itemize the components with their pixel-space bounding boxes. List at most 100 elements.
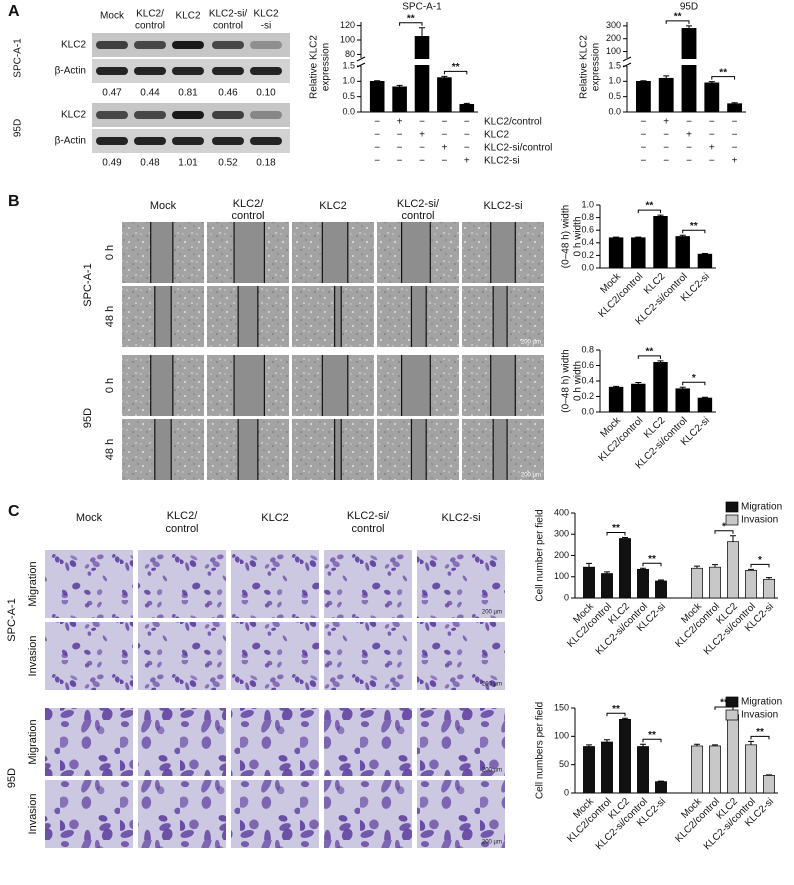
transwell-image [417,550,505,618]
significance-label: ** [674,11,682,22]
legend-swatch [725,501,739,513]
legend-swatch [725,514,739,526]
bar [745,570,757,599]
bar [681,28,697,113]
y-axis-label: expression [591,43,602,91]
y-tick-label: 0.0 [608,106,621,116]
transwell-image [45,550,133,618]
y-tick-label: 400 [554,507,569,517]
column-header: control [165,523,198,535]
significance-label: ** [648,554,656,565]
significance-label: ** [719,67,727,78]
y-axis-label: expression [321,43,332,91]
error-bar [613,385,620,388]
bar [704,82,720,113]
y-tick-label: 1.0 [342,76,355,86]
column-header: KLC2 [261,512,289,524]
error-bar [686,25,692,29]
bar [691,567,703,599]
bar [727,103,743,113]
significance-label: * [758,555,762,566]
blot-band [96,111,128,119]
treatment-sign: + [686,130,692,141]
bar [601,573,613,599]
bar [709,566,721,599]
group-label: 95D [82,408,94,428]
ratio-label: 1.01 [178,158,198,169]
significance-bracket [682,229,706,234]
column-header: KLC2 [175,11,200,22]
blot-band [250,111,282,119]
column-header: KLC2/ [233,198,265,210]
treatment-label: KLC2-si [484,156,520,167]
scale-label: 200 µm [482,682,502,688]
bar [637,746,649,794]
treatment-sign: + [464,156,470,167]
y-tick-label: 0.0 [342,106,355,116]
error-bar [604,739,610,742]
treatment-sign: + [663,117,669,128]
blot-band [96,41,128,49]
treatment-sign: − [374,130,380,141]
bar [631,383,646,413]
treatment-sign: − [686,143,692,154]
treatment-sign: − [441,117,447,128]
blot-band [134,111,166,119]
error-bar [586,562,592,568]
error-bar [419,27,425,37]
scratch-gap [154,419,172,480]
blot-band [134,137,166,145]
scratch-gap [150,222,173,283]
y-tick-label: 0.2 [581,250,594,260]
column-header: Mock [150,200,177,212]
row-label: 48 h [104,306,116,327]
column-header: KLC2-si/ [209,9,248,20]
significance-bracket [750,563,770,568]
ratio-label: 0.18 [256,158,276,169]
significance-label: ** [720,698,728,709]
bar [675,236,690,269]
bar [745,744,757,794]
y-axis-label: Relative KLC2 [579,35,590,99]
column-header: KLC2/ [167,510,199,522]
error-bar [622,717,628,720]
significance-label: * [722,521,726,532]
scratch-gap [493,286,508,347]
y-tick-label: 0.6 [581,225,594,235]
error-bar [640,743,646,747]
scratch-gap [150,355,173,416]
blot-band [212,137,244,145]
scratch-gap [493,419,508,480]
significance-bracket [714,706,734,710]
transwell-image [231,622,319,690]
y-tick-label: 1.0 [608,76,621,86]
error-bar [663,75,670,79]
axis-break [625,59,746,65]
y-tick-label: 1.5 [608,60,621,70]
significance-label: ** [756,727,764,738]
significance-label: ** [612,704,620,715]
error-bar [463,102,470,105]
significance-bracket [665,20,690,24]
treatment-sign: − [441,130,447,141]
bar [653,362,668,413]
significance-bracket [750,735,770,740]
group-label: SPC-A-1 [6,598,18,641]
bar [414,36,430,113]
column-header: control [231,210,264,222]
scratch-gap [411,419,427,480]
bar [392,86,407,113]
significance-bracket [642,562,662,567]
bar [697,397,713,413]
ratio-label: 0.49 [102,158,122,169]
bar [619,538,631,599]
column-header: KLC2-si [441,512,480,524]
scratch-gap [234,355,265,416]
treatment-sign: − [663,156,669,167]
error-bar [679,234,686,237]
scratch-gap [322,355,348,416]
row-label: β-Actin [55,136,86,147]
treatment-sign: + [709,143,715,154]
column-header: control [401,210,434,222]
significance-label: * [692,373,696,384]
